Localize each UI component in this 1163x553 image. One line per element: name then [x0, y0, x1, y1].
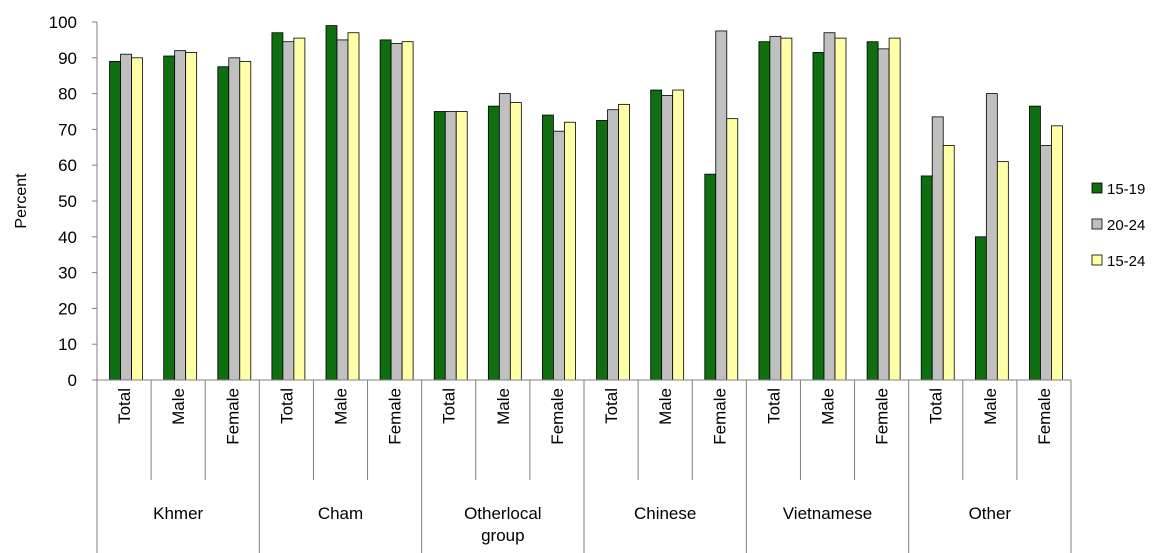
- bar-15-24-cham-female: [401, 41, 414, 381]
- bar-15-24-otherlocal-group-male: [509, 102, 522, 381]
- y-tick-label: 40: [58, 228, 77, 247]
- bar-15-24-vietnamese-female: [888, 37, 901, 381]
- bar-15-19-khmer-total: [109, 60, 121, 381]
- bar-15-24-khmer-female: [239, 60, 252, 381]
- group-label: Chinese: [634, 504, 696, 523]
- bar-15-19-otherlocal-group-total: [433, 111, 446, 381]
- bar-20-24-khmer-male: [174, 50, 187, 381]
- bar-20-24-vietnamese-total: [769, 35, 782, 381]
- bar-20-24-other-total: [931, 116, 944, 381]
- bar-15-19-otherlocal-group-male: [487, 105, 500, 381]
- bar-20-24-cham-female: [390, 43, 403, 381]
- bar-15-24-other-female: [1051, 125, 1063, 381]
- category-label-total: Total: [764, 388, 783, 424]
- bar-15-19-chinese-female: [704, 173, 717, 381]
- bar-20-24-other-female: [1040, 145, 1052, 381]
- bar-15-19-chinese-total: [596, 120, 608, 381]
- group-label: group: [481, 526, 524, 545]
- group-label: Other: [969, 504, 1012, 523]
- category-label-total: Total: [277, 388, 296, 424]
- category-label-male: Male: [981, 388, 1000, 425]
- bar-20-24-vietnamese-male: [823, 32, 836, 381]
- bar-20-24-other-male: [985, 93, 998, 381]
- category-label-female: Female: [710, 388, 729, 445]
- group-label: Khmer: [153, 504, 203, 523]
- category-label-female: Female: [548, 388, 567, 445]
- legend-swatch: [1091, 254, 1103, 266]
- bar-20-24-chinese-male: [661, 94, 674, 381]
- group-label: Cham: [318, 504, 363, 523]
- legend-swatch: [1091, 182, 1103, 194]
- y-tick-label: 100: [49, 13, 77, 32]
- bar-15-24-vietnamese-total: [780, 37, 793, 381]
- y-tick-label: 80: [58, 85, 77, 104]
- category-label-female: Female: [223, 388, 242, 445]
- bar-15-19-khmer-male: [163, 55, 176, 381]
- bar-20-24-otherlocal-group-female: [553, 130, 565, 381]
- bar-20-24-otherlocal-group-male: [498, 93, 511, 381]
- legend-label: 15-24: [1107, 253, 1145, 270]
- category-label-male: Male: [169, 388, 188, 425]
- bar-15-19-otherlocal-group-female: [542, 114, 554, 381]
- bar-20-24-otherlocal-group-total: [444, 111, 457, 381]
- legend-label: 15-19: [1107, 181, 1145, 198]
- category-label-female: Female: [873, 388, 892, 445]
- bar-15-24-khmer-male: [185, 52, 198, 381]
- category-label-male: Male: [656, 388, 675, 425]
- category-label-total: Total: [927, 388, 946, 424]
- y-tick-label: 10: [58, 335, 77, 354]
- bar-15-19-khmer-female: [217, 66, 230, 381]
- category-label-male: Male: [819, 388, 838, 425]
- bar-20-24-vietnamese-female: [877, 48, 890, 381]
- bar-20-24-khmer-total: [120, 53, 132, 381]
- legend-label: 20-24: [1107, 217, 1145, 234]
- bar-15-19-cham-total: [271, 32, 284, 381]
- category-label-total: Total: [115, 388, 134, 424]
- bar-15-19-cham-male: [325, 25, 338, 381]
- y-tick-label: 90: [58, 49, 77, 68]
- group-label: Otherlocal: [464, 504, 541, 523]
- bar-15-19-other-female: [1029, 105, 1041, 381]
- bar-15-19-vietnamese-male: [812, 52, 825, 381]
- bar-15-19-vietnamese-total: [758, 41, 771, 381]
- bar-15-24-chinese-total: [618, 103, 630, 381]
- bar-15-24-cham-total: [293, 37, 306, 381]
- category-label-total: Total: [440, 388, 459, 424]
- y-tick-label: 50: [58, 192, 77, 211]
- category-label-female: Female: [386, 388, 405, 445]
- bar-20-24-chinese-female: [715, 30, 728, 381]
- y-tick-label: 70: [58, 120, 77, 139]
- bar-15-19-other-male: [974, 236, 987, 381]
- bar-15-24-otherlocal-group-female: [564, 121, 576, 381]
- bar-20-24-cham-total: [282, 41, 295, 381]
- category-label-female: Female: [1035, 388, 1054, 445]
- bar-15-24-cham-male: [347, 32, 360, 381]
- y-tick-label: 20: [58, 299, 77, 318]
- bar-15-24-chinese-male: [672, 89, 685, 381]
- category-label-male: Male: [494, 388, 513, 425]
- y-tick-label: 30: [58, 264, 77, 283]
- bar-15-19-chinese-male: [650, 89, 663, 381]
- category-label-total: Total: [602, 388, 621, 424]
- bar-15-24-khmer-total: [131, 57, 143, 381]
- bar-20-24-khmer-female: [228, 57, 241, 381]
- bar-15-24-other-male: [996, 161, 1009, 381]
- y-axis-title: Percent: [13, 173, 30, 229]
- y-tick-label: 0: [68, 371, 77, 390]
- legend-swatch: [1091, 218, 1103, 230]
- bar-15-19-other-total: [920, 175, 933, 381]
- bar-20-24-chinese-total: [607, 109, 619, 381]
- bar-15-24-otherlocal-group-total: [455, 111, 468, 381]
- bar-15-24-vietnamese-male: [834, 37, 847, 381]
- bar-15-19-vietnamese-female: [866, 41, 879, 381]
- group-label: Vietnamese: [783, 504, 872, 523]
- y-tick-label: 60: [58, 156, 77, 175]
- category-label-male: Male: [332, 388, 351, 425]
- bar-20-24-cham-male: [336, 39, 349, 381]
- bar-15-19-cham-female: [379, 39, 392, 381]
- bar-15-24-chinese-female: [726, 118, 739, 381]
- bar-15-24-other-total: [942, 145, 955, 381]
